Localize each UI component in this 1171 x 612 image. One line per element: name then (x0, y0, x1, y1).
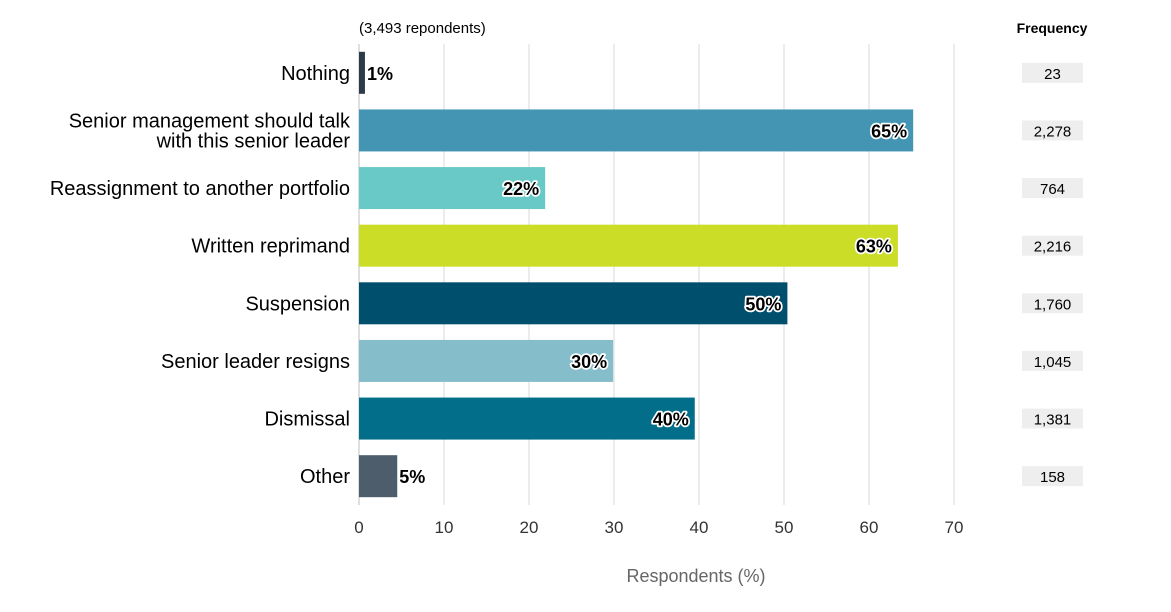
frequency-value: 1,045 (1034, 354, 1072, 371)
frequency-value: 764 (1040, 181, 1065, 198)
frequency-column: 23 2,278 764 2,216 1,760 1,045 1,381 158 (1022, 62, 1083, 487)
bar-value-label: 22% (503, 179, 539, 199)
bar-value-label: 65% (871, 121, 907, 141)
bar-value-label: 63% (856, 237, 892, 257)
frequency-value: 158 (1040, 469, 1065, 486)
bar (359, 109, 914, 152)
frequency-box (1022, 120, 1083, 141)
bar-value-label: 5% (399, 467, 425, 487)
x-tick-label: 20 (520, 518, 539, 537)
frequency-value: 2,278 (1034, 123, 1072, 140)
category-label: Suspension (245, 293, 350, 315)
x-axis-ticks: 0 10 20 30 40 50 60 70 (354, 518, 963, 537)
bar (359, 455, 398, 498)
frequency-box (1022, 293, 1083, 314)
bar-value-label: 50% (745, 294, 781, 314)
frequency-box (1022, 408, 1083, 429)
frequency-value: 2,216 (1034, 239, 1072, 256)
category-label: Senior leader resigns (161, 351, 350, 373)
x-tick-label: 30 (605, 518, 624, 537)
bar (359, 224, 898, 267)
bars: 1% 65% 22% 63% 50% 30% 40% 5% (359, 51, 914, 498)
category-label: Dismissal (264, 409, 350, 431)
category-label: Nothing (281, 63, 350, 85)
x-tick-label: 10 (435, 518, 454, 537)
frequency-box (1022, 350, 1083, 371)
x-tick-label: 40 (690, 518, 709, 537)
bar (359, 51, 365, 94)
bar-value-label: 30% (571, 352, 607, 372)
frequency-header: Frequency (1017, 20, 1088, 36)
x-axis-title: Respondents (%) (626, 566, 765, 586)
bar (359, 339, 614, 382)
frequency-box (1022, 178, 1083, 199)
category-label: Senior management should talk (69, 110, 351, 132)
x-tick-label: 0 (354, 518, 363, 537)
x-tick-label: 70 (945, 518, 964, 537)
category-label: with this senior leader (156, 130, 351, 152)
bar-value-label: 1% (367, 64, 393, 84)
bar (359, 167, 546, 210)
bar-value-label: 40% (653, 410, 689, 430)
bar (359, 282, 788, 325)
bar (359, 397, 695, 440)
frequency-value: 1,760 (1034, 296, 1072, 313)
category-labels: Nothing Senior management should talkwith… (50, 63, 351, 488)
x-tick-label: 50 (775, 518, 794, 537)
category-label: Reassignment to another portfolio (50, 178, 350, 200)
chart-subtitle: (3,493 repondents) (359, 20, 486, 37)
frequency-value: 1,381 (1034, 412, 1072, 429)
x-tick-label: 60 (860, 518, 879, 537)
frequency-box (1022, 235, 1083, 256)
frequency-value: 23 (1044, 66, 1061, 83)
category-label: Other (300, 466, 350, 488)
category-label: Written reprimand (191, 236, 350, 258)
frequency-box (1022, 466, 1083, 487)
frequency-box (1022, 62, 1083, 83)
